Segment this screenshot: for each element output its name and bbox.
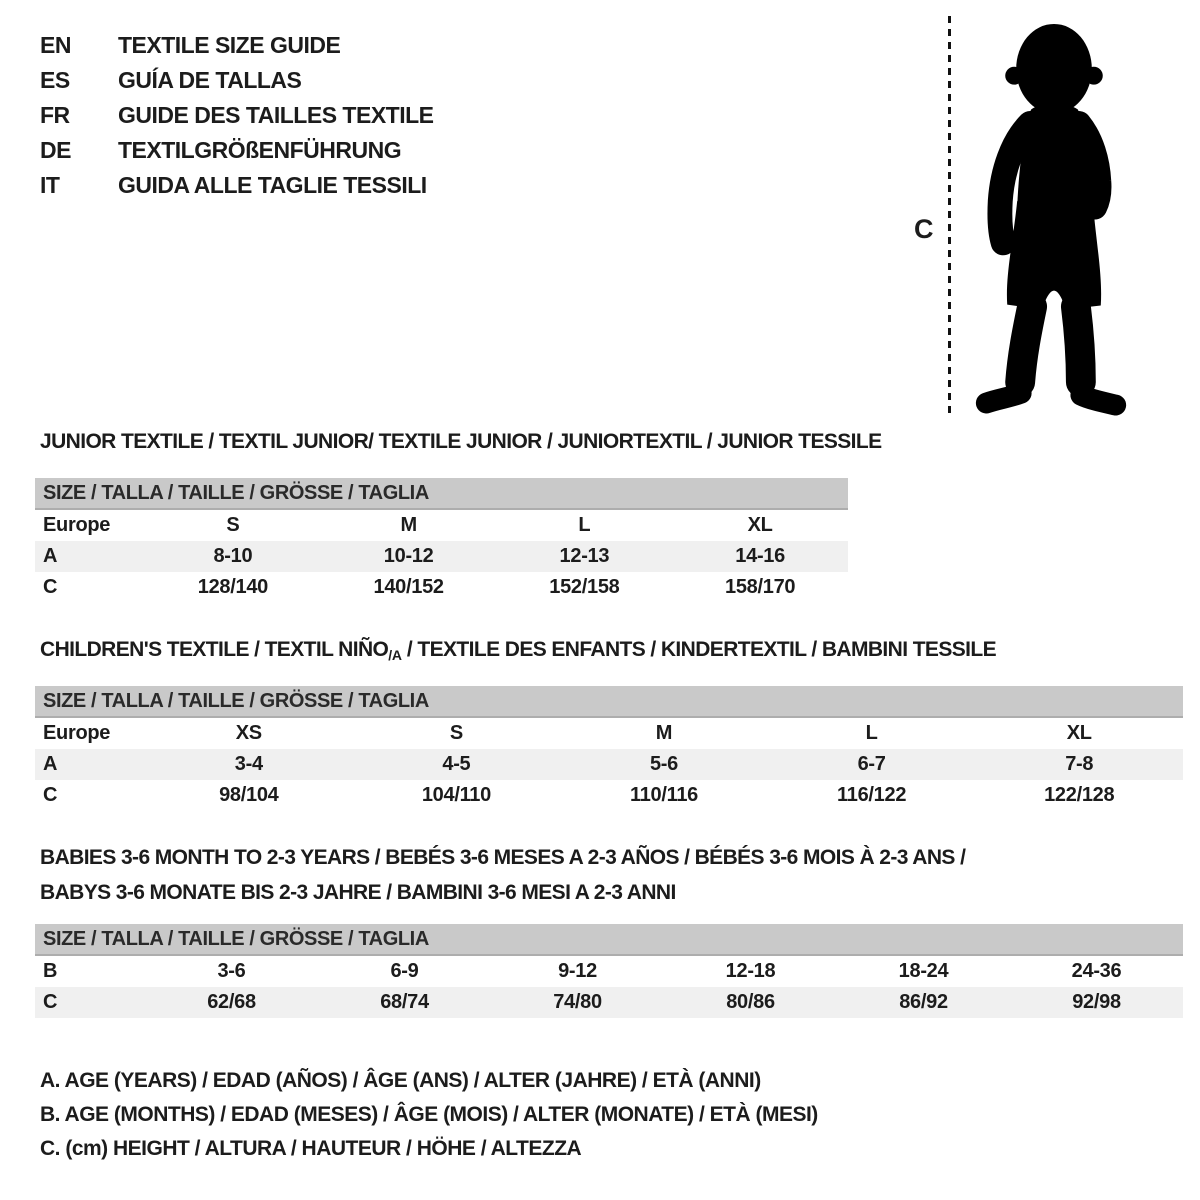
table-cell: 8-10: [213, 545, 253, 567]
babies-title-line1: BABIES 3-6 MONTH TO 2-3 YEARS / BEBÉS 3-…: [40, 846, 966, 869]
height-measure-dashed-line: [948, 16, 951, 414]
row-label: A: [43, 545, 58, 567]
language-code: DE: [40, 137, 71, 163]
junior-section-title: JUNIOR TEXTILE / TEXTIL JUNIOR/ TEXTILE …: [40, 430, 882, 453]
table-cell: 6-7: [857, 753, 886, 775]
table-cell: 116/122: [837, 784, 907, 806]
guide-title: TEXTILE SIZE GUIDE: [118, 32, 341, 58]
table-cell: XS: [235, 722, 262, 744]
table-cell: 12-13: [559, 545, 610, 567]
toddler-silhouette-icon: [975, 23, 1127, 416]
table-cell: 7-8: [1065, 753, 1094, 775]
table-cell: 104/110: [421, 784, 491, 806]
table-cell: 122/128: [1044, 784, 1115, 806]
children-size-table: SIZE / TALLA / TAILLE / GRÖSSE / TAGLIA E…: [35, 686, 1183, 811]
language-code: IT: [40, 172, 60, 198]
children-section-title: CHILDREN'S TEXTILE / TEXTIL NIÑO/A / TEX…: [40, 638, 997, 663]
measurement-legend: A. AGE (YEARS) / EDAD (AÑOS) / ÂGE (ANS)…: [40, 1064, 818, 1166]
language-title-list: EN TEXTILE SIZE GUIDE ES GUÍA DE TALLAS …: [40, 28, 434, 203]
row-label: C: [43, 991, 58, 1013]
table-cell: 152/158: [549, 576, 620, 598]
table-cell: 86/92: [899, 991, 948, 1013]
table-cell: 3-4: [234, 753, 263, 775]
table-row: Europe XS S M L XL: [35, 718, 1183, 749]
table-cell: 110/116: [629, 784, 698, 806]
table-cell: XL: [747, 514, 773, 536]
babies-size-table: SIZE / TALLA / TAILLE / GRÖSSE / TAGLIA B…: [35, 924, 1183, 1018]
table-cell: 10-12: [383, 545, 434, 567]
size-table-header-bar: SIZE / TALLA / TAILLE / GRÖSSE / TAGLIA: [35, 686, 1183, 718]
table-cell: M: [400, 514, 417, 536]
children-title-main: CHILDREN'S TEXTILE / TEXTIL NIÑO: [40, 638, 389, 661]
legend-line-b: B. AGE (MONTHS) / EDAD (MESES) / ÂGE (MO…: [40, 1103, 818, 1126]
list-item: FR GUIDE DES TAILLES TEXTILE: [40, 98, 434, 133]
table-cell: 4-5: [442, 753, 471, 775]
babies-section-title: BABIES 3-6 MONTH TO 2-3 YEARS / BEBÉS 3-…: [40, 840, 966, 910]
table-cell: M: [655, 722, 673, 744]
table-cell: XL: [1066, 722, 1092, 744]
table-cell: 6-9: [390, 960, 419, 982]
table-cell: 92/98: [1072, 991, 1121, 1013]
language-code: EN: [40, 32, 71, 58]
size-table-header-bar: SIZE / TALLA / TAILLE / GRÖSSE / TAGLIA: [35, 478, 848, 510]
table-cell: S: [449, 722, 463, 744]
table-cell: L: [578, 514, 591, 536]
row-label: C: [43, 576, 58, 598]
guide-title: GUÍA DE TALLAS: [118, 67, 302, 93]
table-cell: 62/68: [207, 991, 256, 1013]
table-cell: 128/140: [197, 576, 269, 598]
row-label: Europe: [43, 722, 111, 744]
table-row: B 3-6 6-9 9-12 12-18 18-24 24-36: [35, 956, 1183, 987]
table-cell: 140/152: [373, 576, 445, 598]
table-cell: 3-6: [217, 960, 246, 982]
table-row: C 98/104 104/110 110/116 116/122 122/128: [35, 780, 1183, 811]
table-cell: 98/104: [219, 784, 279, 806]
language-code: ES: [40, 67, 70, 93]
table-cell: L: [865, 722, 878, 744]
table-row: C 128/140 140/152 152/158 158/170: [35, 572, 848, 603]
table-row: Europe S M L XL: [35, 510, 848, 541]
guide-title: GUIDA ALLE TAGLIE TESSILI: [118, 172, 427, 198]
row-label: B: [43, 960, 58, 982]
table-row: A 3-4 4-5 5-6 6-7 7-8: [35, 749, 1183, 780]
language-code: FR: [40, 102, 70, 128]
height-marker-label: C: [914, 214, 934, 244]
list-item: ES GUÍA DE TALLAS: [40, 63, 434, 98]
table-cell: 68/74: [380, 991, 429, 1013]
table-cell: 74/80: [553, 991, 602, 1013]
children-title-subscript: /A: [388, 647, 402, 663]
legend-line-a: A. AGE (YEARS) / EDAD (AÑOS) / ÂGE (ANS)…: [40, 1069, 761, 1092]
list-item: IT GUIDA ALLE TAGLIE TESSILI: [40, 168, 434, 203]
table-row: A 8-10 10-12 12-13 14-16: [35, 541, 848, 572]
babies-title-line2: BABYS 3-6 MONATE BIS 2-3 JAHRE / BAMBINI…: [40, 881, 676, 904]
list-item: EN TEXTILE SIZE GUIDE: [40, 28, 434, 63]
children-title-rest: / TEXTILE DES ENFANTS / KINDERTEXTIL / B…: [401, 638, 997, 661]
table-row: C 62/68 68/74 74/80 80/86 86/92 92/98: [35, 987, 1183, 1018]
guide-title: GUIDE DES TAILLES TEXTILE: [118, 102, 434, 128]
table-cell: 14-16: [735, 545, 785, 567]
table-cell: 9-12: [558, 960, 597, 982]
guide-title: TEXTILGRÖßENFÜHRUNG: [118, 137, 402, 163]
table-cell: 24-36: [1071, 960, 1122, 982]
table-cell: 158/170: [725, 576, 796, 598]
size-table-header-bar: SIZE / TALLA / TAILLE / GRÖSSE / TAGLIA: [35, 924, 1183, 956]
table-cell: 5-6: [649, 753, 678, 775]
table-cell: 80/86: [726, 991, 775, 1013]
row-label: A: [43, 753, 58, 775]
row-label: C: [43, 784, 58, 806]
table-cell: S: [226, 514, 240, 536]
list-item: DE TEXTILGRÖßENFÜHRUNG: [40, 133, 434, 168]
legend-line-c: C. (cm) HEIGHT / ALTURA / HAUTEUR / HÖHE…: [40, 1137, 582, 1160]
row-label: Europe: [43, 514, 111, 536]
junior-size-table: SIZE / TALLA / TAILLE / GRÖSSE / TAGLIA E…: [35, 478, 848, 603]
table-cell: 18-24: [898, 960, 949, 982]
table-cell: 12-18: [725, 960, 776, 982]
